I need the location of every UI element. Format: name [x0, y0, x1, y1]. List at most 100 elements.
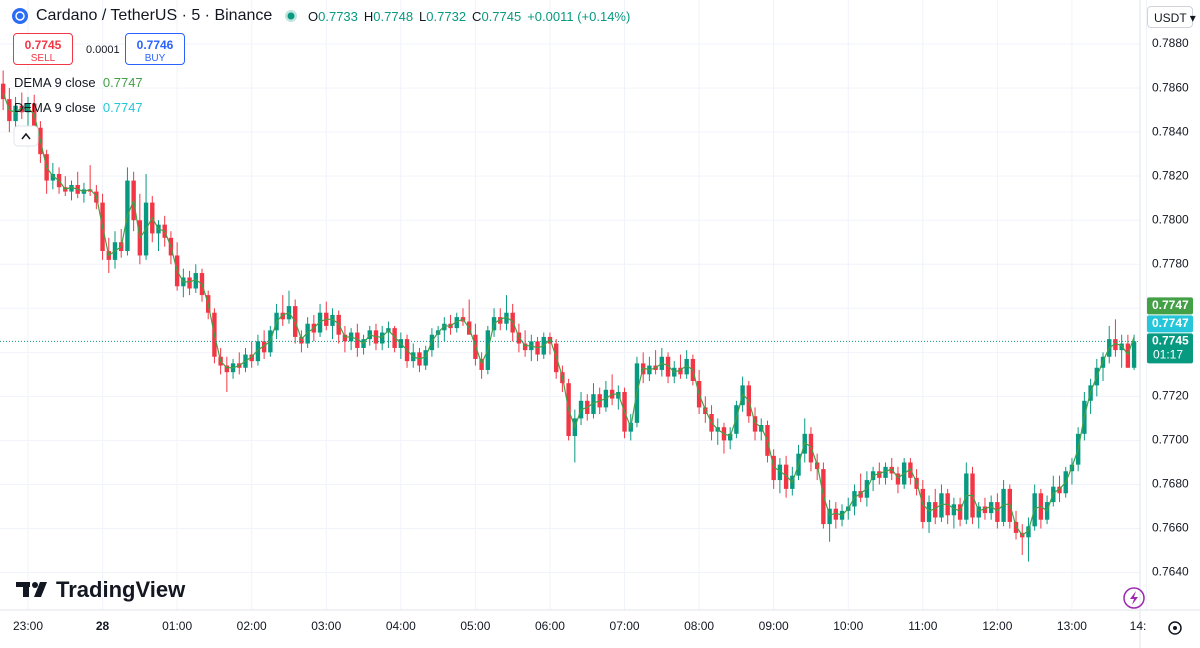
y-tick-label: 0.7780 — [1152, 256, 1189, 270]
indicator-value: 0.7747 — [102, 100, 143, 115]
x-tick-label: 01:00 — [162, 619, 192, 633]
settings-icon — [1173, 626, 1177, 630]
candle-body — [187, 277, 192, 289]
ohlc-label: H — [363, 9, 374, 24]
candle-body — [280, 312, 285, 320]
candle-body — [777, 464, 783, 481]
indicator-tag-label: 0.7747 — [1152, 316, 1189, 330]
alert-button[interactable] — [1123, 587, 1145, 609]
candle-body — [883, 466, 888, 478]
indicator-tag — [1147, 297, 1193, 315]
candle-body — [920, 488, 926, 522]
currency-select[interactable]: USDT ▾ — [1147, 6, 1196, 28]
candle-body — [976, 506, 981, 518]
candle-body — [665, 356, 671, 377]
candle-body — [19, 105, 24, 113]
collapse-button[interactable] — [13, 125, 39, 147]
candle-body — [1013, 521, 1019, 533]
candle-body — [255, 341, 261, 362]
x-tick-label: 12:00 — [982, 619, 1012, 633]
y-tick-label: 0.7840 — [1152, 124, 1189, 138]
ohlc-value: 0.7732 — [426, 9, 467, 24]
symbol-icon-ring — [15, 11, 25, 21]
marks — [0, 70, 1140, 562]
candle-body — [877, 471, 882, 478]
ohlc-value: 0.7733 — [318, 9, 358, 24]
y-tick-label: 0.7860 — [1152, 80, 1189, 94]
x-tick-label: 08:00 — [684, 619, 714, 633]
candle-body — [895, 473, 901, 485]
ohlc-label: O — [308, 9, 319, 24]
candle-body — [50, 173, 56, 181]
candle-body — [939, 493, 944, 518]
sell-button[interactable]: 0.7745 SELL — [13, 33, 73, 65]
candle-body — [13, 105, 18, 122]
candle-body — [249, 354, 254, 362]
logo-part — [32, 582, 38, 588]
candle-body — [1001, 488, 1006, 522]
settings-button[interactable] — [1168, 621, 1182, 635]
x-tick-label: 02:00 — [237, 619, 267, 633]
x-tick-label: 13:00 — [1057, 619, 1087, 633]
axes: 0.7880 0.7860 0.7840 0.7820 0.7800 0.7780 0.77… — [13, 36, 1193, 633]
logo-icon — [16, 582, 47, 597]
x-tick-label: 03:00 — [311, 619, 341, 633]
ohlc-label: C — [472, 9, 482, 24]
candle-body — [1119, 343, 1124, 351]
countdown: 01:17 — [1153, 348, 1183, 362]
candle-body — [827, 508, 832, 525]
ohlc-readout: O0.7733 H0.7748 L0.7732 C0.7745 +0.0011 (+0.… — [308, 8, 636, 26]
candle-body — [858, 491, 863, 498]
indicator-line — [2, 92, 1135, 536]
candle-body — [454, 317, 459, 329]
candle-body — [193, 273, 198, 289]
x-tick-label: 09:00 — [759, 619, 789, 633]
x-tick-label: 11:00 — [908, 619, 937, 633]
buy-button[interactable]: 0.7746 BUY — [125, 33, 185, 65]
candle-body — [379, 332, 385, 344]
y-tick-label: 0.7720 — [1152, 389, 1189, 403]
candle-body — [355, 332, 360, 348]
currency: USDT — [1154, 11, 1187, 25]
last-price-tag — [1147, 333, 1193, 364]
y-tick-label: 0.7640 — [1152, 565, 1189, 579]
candle-body — [1131, 341, 1137, 368]
ohlc-label: L — [419, 9, 427, 24]
y-tick-label: 0.7820 — [1152, 168, 1189, 182]
grid — [0, 0, 1148, 610]
x-tick-label: 05:00 — [460, 619, 490, 633]
x-tick-label: 06:00 — [535, 619, 565, 633]
indicator-tag — [1147, 315, 1193, 333]
indicator-legend: DEMA 9 close 0.7747 — [14, 100, 143, 115]
candle-body — [87, 189, 93, 192]
candle-body — [833, 508, 839, 520]
y-tick-label: 0.7700 — [1152, 433, 1189, 447]
x-tick-label: 04:00 — [386, 619, 416, 633]
candle-body — [498, 317, 503, 324]
candle-body — [423, 350, 428, 366]
candle-body — [504, 312, 509, 324]
x-tick-label: 10:00 — [833, 619, 863, 633]
symbol-icon — [12, 8, 28, 24]
candle-body — [771, 455, 776, 481]
alert-icon — [1130, 591, 1138, 605]
candle-body — [392, 328, 397, 348]
x-tick-label: 23:00 — [13, 619, 43, 633]
buy-price: 0.7746 — [136, 38, 174, 52]
candle-body — [783, 464, 789, 489]
ohlc-value: 0.7748 — [373, 9, 414, 24]
x-tick-label: 14: — [1130, 619, 1147, 633]
last-price-label: 0.7745 — [1152, 334, 1189, 348]
candle-body — [591, 394, 596, 415]
candle-body — [988, 502, 994, 514]
candle-body — [933, 502, 938, 518]
candle-body — [261, 341, 267, 353]
candle-body — [1113, 339, 1118, 351]
candle-body — [330, 314, 335, 326]
indicator-name: DEMA 9 close — [14, 75, 96, 90]
candle-body — [957, 504, 963, 520]
logo-text: TradingView — [56, 577, 186, 602]
status-dot — [287, 12, 295, 20]
